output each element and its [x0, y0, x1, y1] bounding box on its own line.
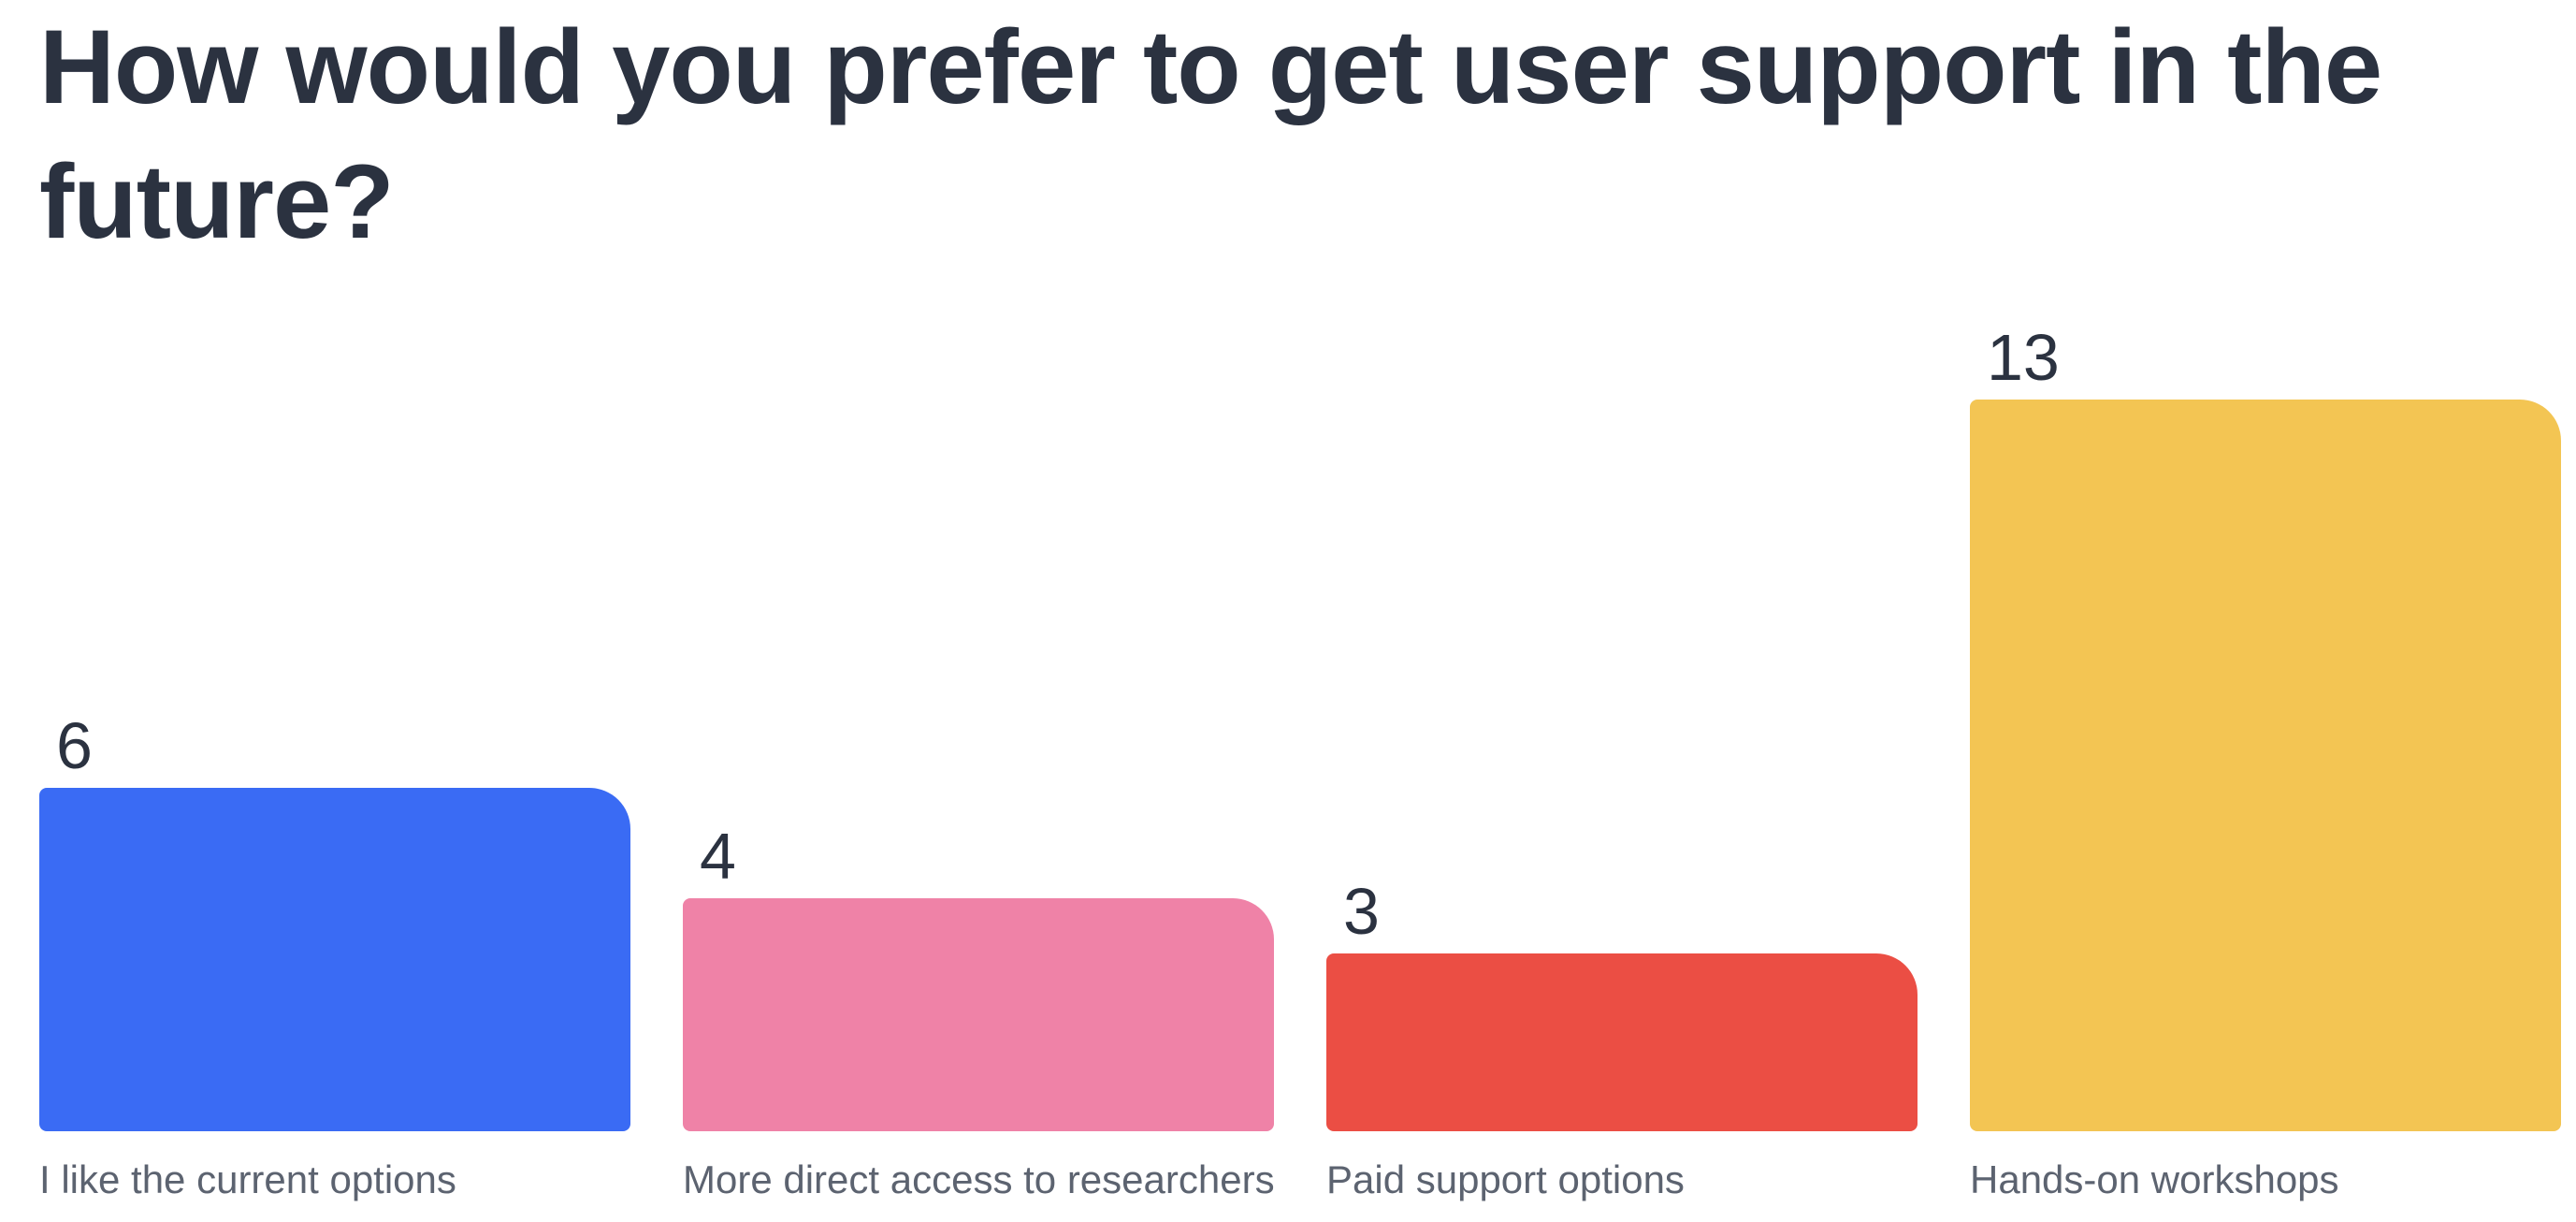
bar: [39, 788, 630, 1131]
bar: [1970, 400, 2561, 1131]
bar-column: 4 More direct access to researchers: [683, 0, 1275, 1201]
page-title: How would you prefer to get user support…: [39, 0, 2576, 269]
bar-category-label: More direct access to researchers: [683, 1157, 1275, 1201]
bar-column: 3 Paid support options: [1326, 0, 1918, 1201]
bar-value-label: 6: [56, 709, 93, 782]
page-title-line-2: future?: [39, 143, 395, 260]
bar-value-label: 3: [1343, 875, 1380, 948]
bar-value-label: 13: [1987, 321, 2060, 394]
bar-chart: 6 I like the current options 4 More direct …: [39, 0, 2576, 1201]
bar-category-label: Hands-on workshops: [1970, 1157, 2339, 1201]
bar-category-label: I like the current options: [39, 1157, 456, 1201]
bar-column: 6 I like the current options: [39, 0, 630, 1201]
bar-category-label: Paid support options: [1326, 1157, 1685, 1201]
page-title-line-1: How would you prefer to get user support…: [39, 8, 2382, 125]
bar-value-label: 4: [700, 820, 736, 893]
bar: [683, 898, 1274, 1131]
bar: [1326, 953, 1918, 1131]
bar-column: 13 Hands-on workshops: [1970, 0, 2561, 1201]
